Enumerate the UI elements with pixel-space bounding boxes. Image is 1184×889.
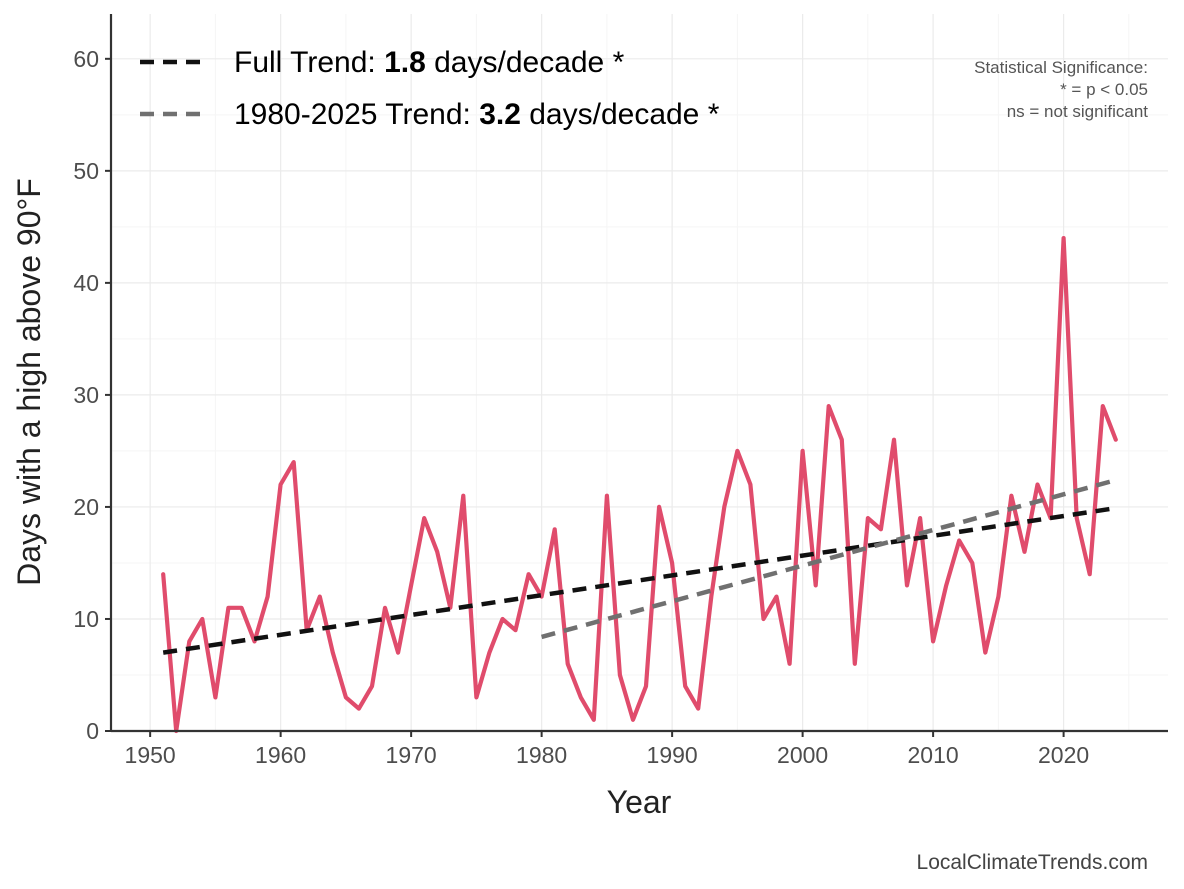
y-tick-label: 60 bbox=[73, 46, 99, 72]
x-tick-label: 2020 bbox=[1038, 742, 1089, 768]
significance-line-1: Statistical Significance: bbox=[974, 58, 1148, 77]
legend-full-prefix: Full Trend: bbox=[234, 46, 384, 79]
x-tick-label: 1960 bbox=[255, 742, 306, 768]
grid bbox=[111, 14, 1168, 732]
x-tick-label: 1950 bbox=[125, 742, 176, 768]
y-tick-label: 0 bbox=[86, 718, 99, 744]
legend-recent-suffix: days/decade * bbox=[521, 98, 720, 131]
y-tick-label: 40 bbox=[73, 270, 99, 296]
axes bbox=[105, 14, 1168, 737]
significance-line-2: * = p < 0.05 bbox=[1060, 80, 1148, 99]
y-axis-title: Days with a high above 90°F bbox=[11, 178, 47, 586]
source-credit: LocalClimateTrends.com bbox=[917, 851, 1148, 874]
legend: Full Trend: 1.8 days/decade * 1980-2025 … bbox=[140, 46, 720, 131]
legend-full-value: 1.8 bbox=[384, 46, 426, 79]
x-tick-label: 2000 bbox=[777, 742, 828, 768]
x-tick-label: 1970 bbox=[386, 742, 437, 768]
legend-entry-full-trend: Full Trend: 1.8 days/decade * bbox=[234, 46, 625, 79]
significance-line-3: ns = not significant bbox=[1007, 102, 1149, 121]
plot-area bbox=[161, 236, 1118, 734]
legend-recent-value: 3.2 bbox=[479, 98, 521, 131]
y-tick-label: 50 bbox=[73, 158, 99, 184]
x-tick-label: 1980 bbox=[516, 742, 567, 768]
x-axis-title: Year bbox=[607, 784, 672, 820]
series-line-trend-recent bbox=[541, 477, 1117, 640]
y-tick-label: 20 bbox=[73, 494, 99, 520]
significance-note: Statistical Significance: * = p < 0.05 n… bbox=[974, 58, 1148, 121]
x-tick-label: 1990 bbox=[647, 742, 698, 768]
tick-labels: 0 10 20 30 40 50 60 1950 1960 1970 1980 1990 2000 201… bbox=[73, 46, 1089, 768]
legend-entry-recent-trend: 1980-2025 Trend: 3.2 days/decade * bbox=[234, 98, 720, 131]
legend-full-suffix: days/decade * bbox=[426, 46, 625, 79]
legend-recent-prefix: 1980-2025 Trend: bbox=[234, 98, 479, 131]
series-line-observed bbox=[161, 236, 1118, 734]
y-tick-label: 30 bbox=[73, 382, 99, 408]
x-tick-label: 2010 bbox=[908, 742, 959, 768]
y-tick-label: 10 bbox=[73, 606, 99, 632]
